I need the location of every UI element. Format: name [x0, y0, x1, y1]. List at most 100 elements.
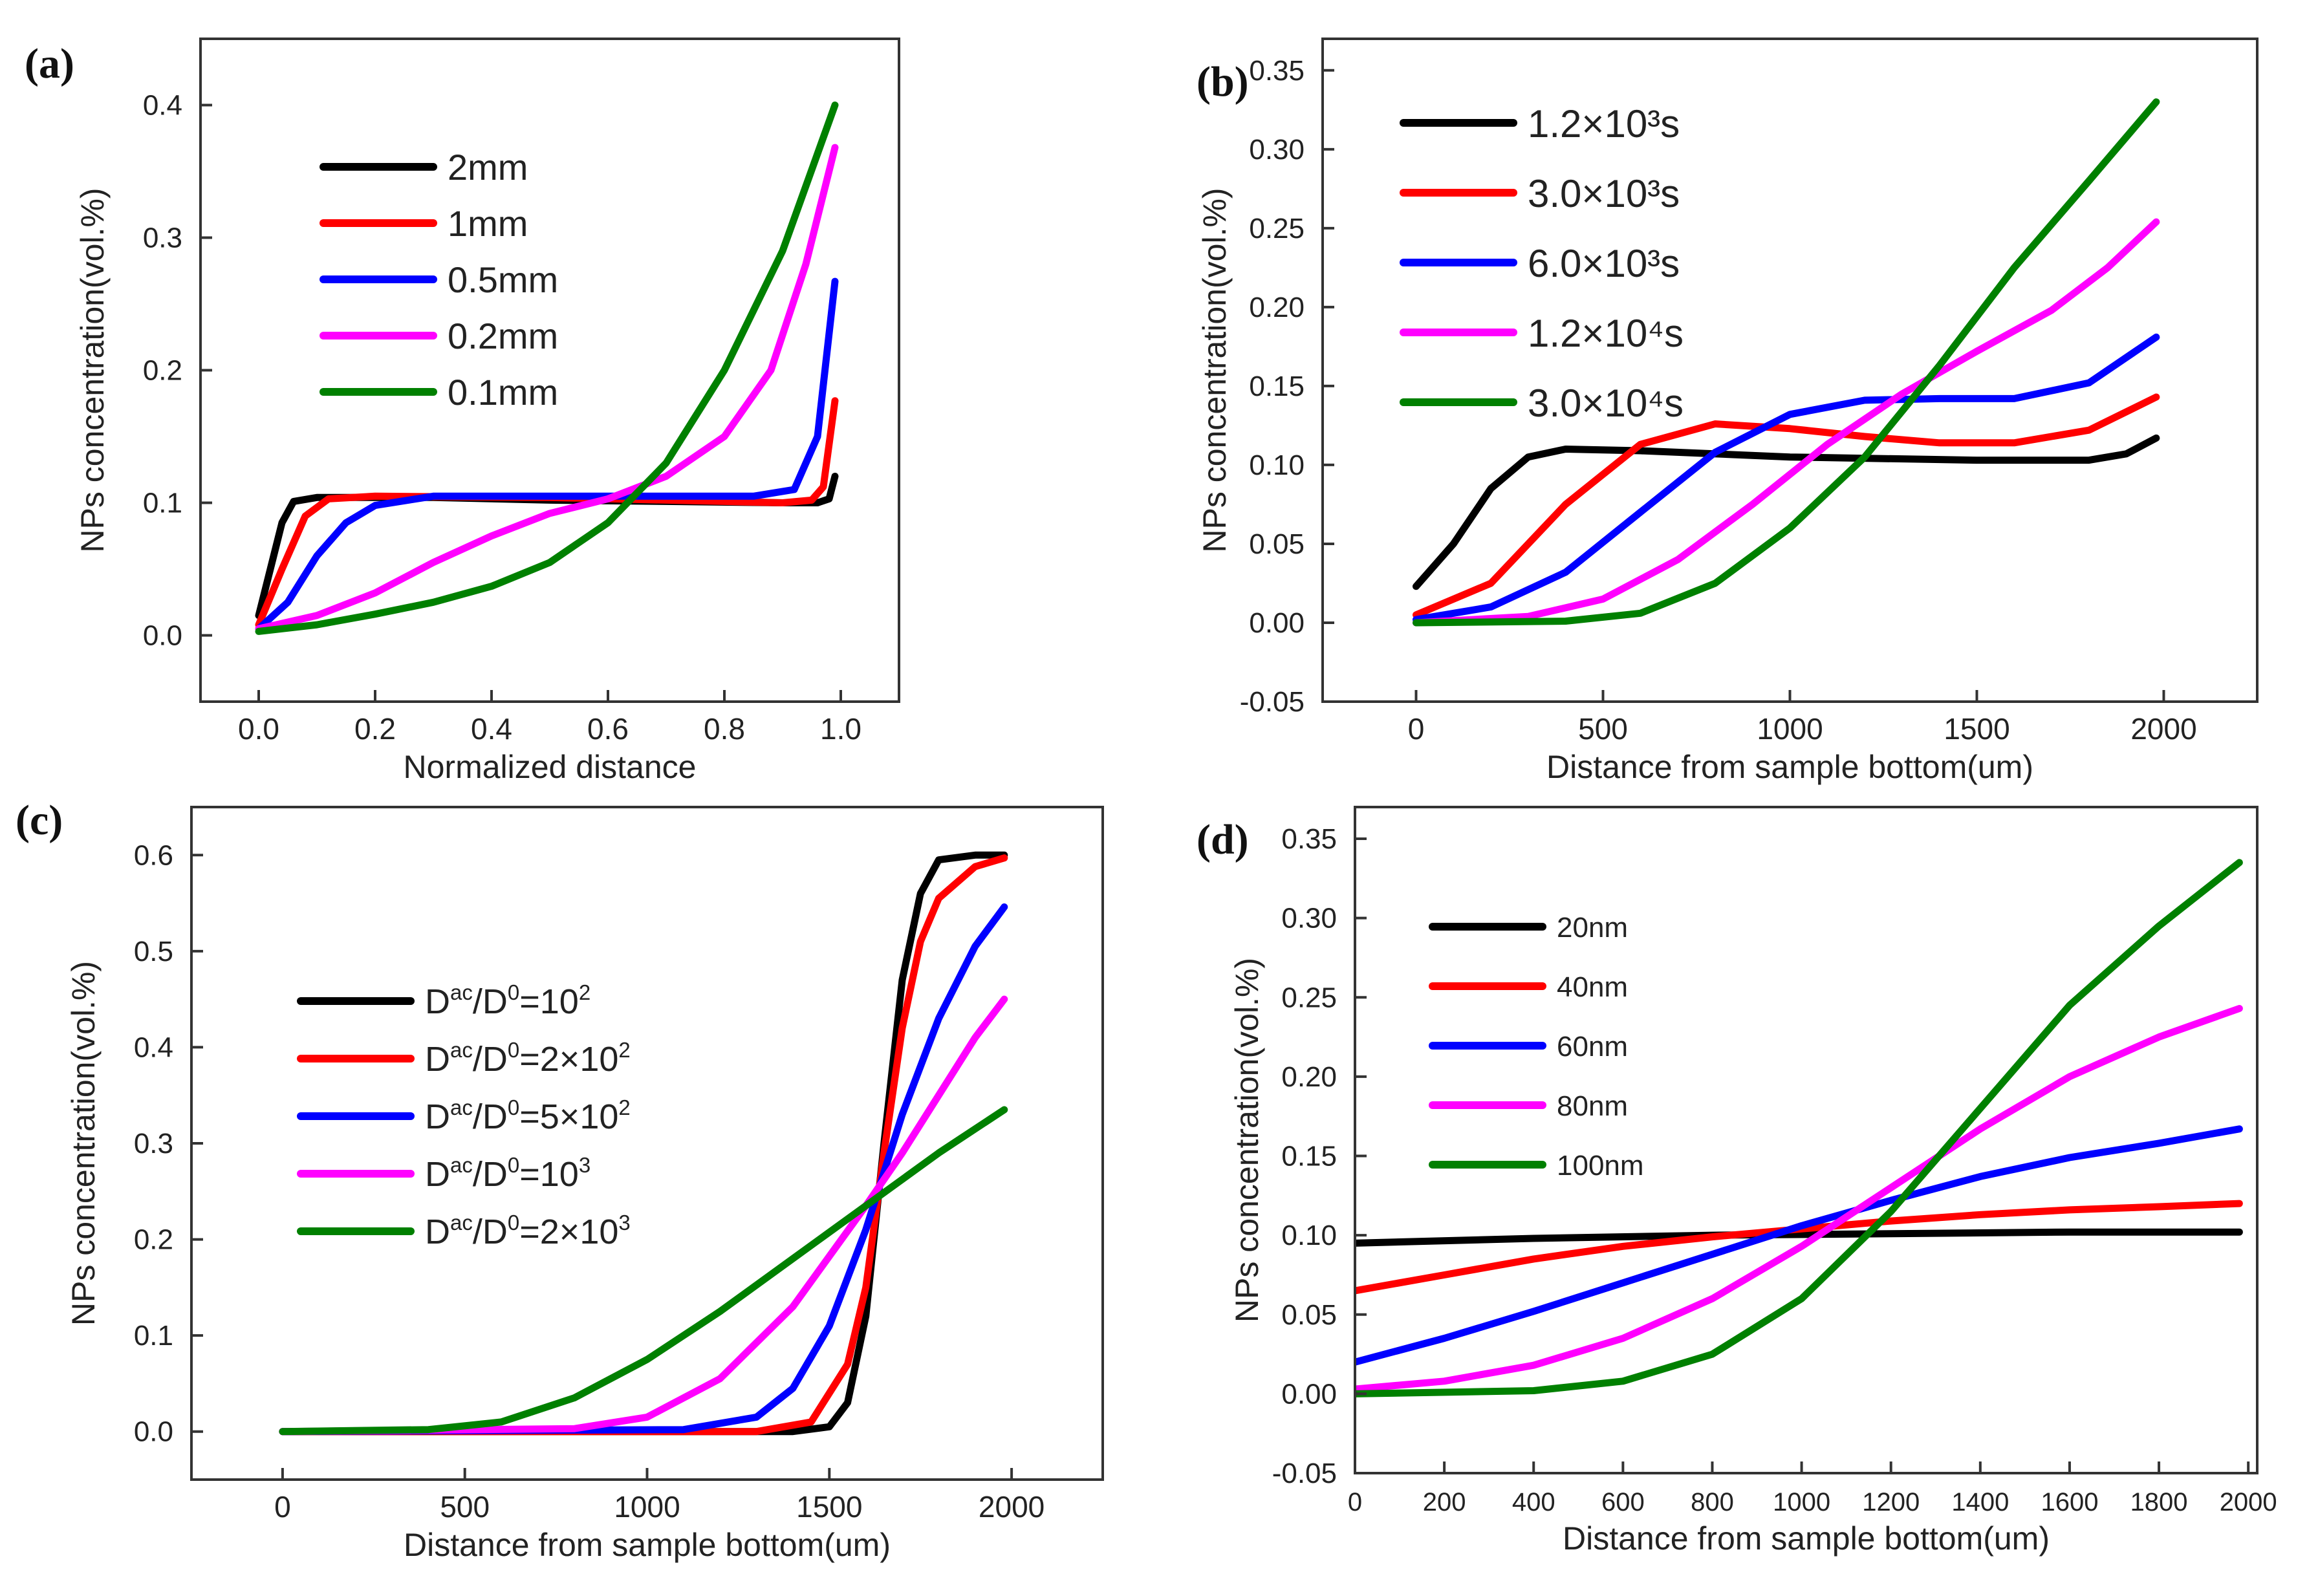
y-tick-label: 0.35 — [1249, 55, 1305, 87]
axes-frame — [190, 806, 1104, 1481]
legend-label: 0.2mm — [448, 316, 558, 356]
panel-label: (a) — [25, 40, 74, 87]
x-tick-label: 2000 — [2130, 712, 2196, 746]
x-tick-label: 0.4 — [471, 712, 512, 746]
x-tick-label: 1000 — [614, 1490, 680, 1524]
series-line — [1355, 1228, 2243, 1247]
axes-frame — [1354, 806, 2258, 1474]
series-line — [1413, 218, 2160, 627]
legend-label: 1.2×10⁴s — [1528, 312, 1684, 355]
series-line — [279, 995, 1008, 1436]
y-tick-label: 0.00 — [1249, 607, 1305, 639]
x-tick-label: 2000 — [979, 1490, 1045, 1524]
legend: 20nm 40nm 60nm 80nm 100nm — [1429, 912, 1644, 1181]
y-tick-label: -0.05 — [1240, 686, 1305, 718]
legend-label: 1.2×10³s — [1528, 102, 1680, 146]
legend-label: Dac/D0=5×102 — [425, 1095, 631, 1136]
x-tick-label: 2000 — [2220, 1488, 2277, 1516]
y-tick-label: 0.5 — [134, 936, 173, 967]
y-tick-label: -0.05 — [1272, 1458, 1337, 1489]
series-line — [1413, 393, 2160, 619]
legend-label: 0.1mm — [448, 372, 558, 413]
legend-label: 60nm — [1557, 1031, 1628, 1062]
y-tick-label: 0.00 — [1281, 1378, 1337, 1410]
panel-b: (b) 0 500 1000 1500 2000 -0.05 0.00 0.05 0.10 0.15… — [1197, 38, 2258, 785]
legend-label: Dac/D0=103 — [425, 1153, 590, 1194]
x-tick-label: 200 — [1423, 1488, 1466, 1516]
series-line — [255, 144, 839, 632]
legend-label: 40nm — [1557, 971, 1628, 1003]
series-line — [279, 1106, 1008, 1436]
plot-area — [255, 102, 839, 635]
legend-label: 80nm — [1557, 1090, 1628, 1122]
x-tick-label: 0.8 — [704, 712, 745, 746]
series-line — [255, 102, 839, 635]
series-line — [279, 854, 1008, 1436]
series-line — [1355, 1005, 2243, 1393]
legend: 2mm 1mm 0.5mm 0.2mm 0.1mm — [320, 147, 558, 413]
x-tick-label: 0.0 — [238, 712, 279, 746]
panel-d: (d) 0 200 400 600 800 1000 1200 1400 1600 1800 2000… — [1197, 806, 2277, 1557]
y-tick-label: 0.20 — [1249, 292, 1305, 323]
legend-label: Dac/D0=2×103 — [425, 1211, 631, 1251]
series-line — [279, 903, 1008, 1436]
legend-label: 100nm — [1557, 1150, 1644, 1181]
y-axis-title: NPs concentration(vol.%) — [1197, 188, 1233, 552]
plot-area — [1413, 98, 2160, 627]
y-tick-label: 0.0 — [134, 1416, 173, 1448]
x-tick-label: 1500 — [796, 1490, 862, 1524]
plot-area — [279, 851, 1008, 1436]
x-tick-label: 1000 — [1773, 1488, 1830, 1516]
series-line — [1355, 1125, 2243, 1366]
x-tick-label: 0 — [1348, 1488, 1362, 1516]
legend-label: 3.0×10⁴s — [1528, 382, 1684, 425]
legend: 1.2×10³s 3.0×10³s 6.0×10³s 1.2×10⁴s 3.0×10⁴s — [1400, 102, 1684, 425]
y-tick-label: 0.20 — [1281, 1061, 1337, 1093]
y-tick-label: 0.30 — [1249, 134, 1305, 166]
y-tick-label: 0.05 — [1249, 528, 1305, 560]
panel-label: (b) — [1197, 58, 1249, 105]
y-tick-label: 0.15 — [1249, 371, 1305, 402]
legend-label: 3.0×10³s — [1528, 172, 1680, 215]
y-tick-label: 0.25 — [1249, 213, 1305, 244]
axes-frame — [199, 38, 900, 703]
x-tick-label: 1.0 — [820, 712, 861, 746]
y-tick-label: 0.30 — [1281, 903, 1337, 934]
x-axis-title: Normalized distance — [404, 749, 697, 785]
x-axis-title: Distance from sample bottom(um) — [404, 1527, 891, 1563]
y-tick-label: 0.4 — [134, 1031, 173, 1063]
series-line — [1413, 434, 2160, 590]
y-tick-label: 0.4 — [143, 90, 182, 122]
x-tick-label: 800 — [1691, 1488, 1734, 1516]
x-tick-label: 1000 — [1757, 712, 1823, 746]
y-tick-label: 0.1 — [134, 1320, 173, 1352]
panel-label: (d) — [1197, 816, 1249, 863]
y-tick-label: 0.05 — [1281, 1299, 1337, 1331]
x-tick-label: 600 — [1601, 1488, 1645, 1516]
legend-label: 20nm — [1557, 912, 1628, 944]
legend-label: 1mm — [448, 203, 528, 244]
y-axis-title: NPs concentration(vol.%) — [65, 961, 102, 1326]
panel-label: (c) — [16, 797, 63, 844]
y-tick-label: 0.10 — [1249, 449, 1305, 481]
legend-label: Dac/D0=102 — [425, 980, 590, 1021]
y-tick-label: 0.3 — [134, 1128, 173, 1159]
series-line — [1413, 98, 2160, 627]
panel-a: (a)0.0 0.2 0.4 0.6 0.8 1.00.00.10.20.30.4Norm… — [25, 38, 900, 785]
legend-label: 0.5mm — [448, 259, 558, 300]
y-tick-label: 0.10 — [1281, 1220, 1337, 1251]
x-axis-title: Distance from sample bottom(um) — [1563, 1520, 2050, 1557]
series-line — [255, 277, 839, 632]
x-tick-label: 0 — [1408, 712, 1425, 746]
y-tick-label: 0.35 — [1281, 823, 1337, 855]
x-tick-label: 400 — [1512, 1488, 1555, 1516]
y-tick-label: 0.0 — [143, 620, 182, 652]
x-tick-label: 1800 — [2130, 1488, 2188, 1516]
y-tick-label: 0.2 — [134, 1224, 173, 1256]
x-tick-label: 0.6 — [587, 712, 629, 746]
y-tick-label: 0.2 — [143, 355, 182, 387]
x-tick-label: 500 — [440, 1490, 490, 1524]
x-tick-label: 0 — [274, 1490, 291, 1524]
y-tick-label: 0.25 — [1281, 982, 1337, 1013]
